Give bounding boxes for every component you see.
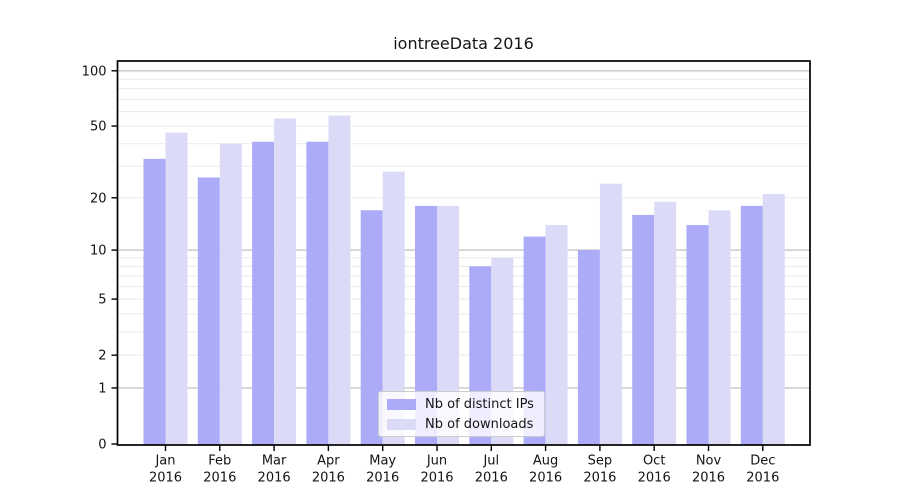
y-tick-label: 0 [98, 438, 106, 453]
y-tick-label: 50 [90, 120, 107, 135]
x-tick-label-year: 2016 [475, 471, 508, 486]
bar-downloads [654, 201, 677, 445]
bar-distinct-ips [577, 250, 600, 445]
x-tick-label-month: Apr [317, 454, 340, 469]
x-tick-label-month: Oct [643, 454, 665, 469]
x-tick-label-month: Jan [154, 454, 175, 469]
axis-frame [116, 60, 811, 446]
x-tick-label-year: 2016 [312, 471, 345, 486]
bar-downloads [165, 132, 188, 445]
bar-downloads [545, 225, 568, 445]
y-tick-label: 10 [90, 244, 107, 259]
x-tick-label-year: 2016 [692, 471, 725, 486]
x-tick-label-month: Nov [696, 454, 722, 469]
bar-distinct-ips [360, 210, 383, 445]
x-tick-label-month: Jul [482, 454, 499, 469]
bar-distinct-ips [252, 141, 275, 445]
x-tick-label-year: 2016 [258, 471, 291, 486]
bar-downloads [382, 171, 405, 445]
x-tick-label-month: Aug [533, 454, 558, 469]
x-tick-label-month: Dec [750, 454, 775, 469]
legend-label-distinct-ips: Nb of distinct IPs [425, 396, 534, 412]
x-tick-label-year: 2016 [203, 471, 236, 486]
bar-downloads [708, 210, 731, 445]
bar-downloads [599, 183, 622, 445]
x-tick-label-year: 2016 [420, 471, 453, 486]
y-tick-label: 100 [82, 64, 107, 79]
legend: Nb of distinct IPs Nb of downloads [378, 391, 545, 437]
x-tick-label-year: 2016 [366, 471, 399, 486]
bar-downloads [328, 115, 351, 445]
bar-downloads [437, 205, 459, 445]
legend-swatch-downloads [387, 418, 416, 430]
bar-distinct-ips [632, 214, 655, 445]
x-tick-label-year: 2016 [638, 471, 671, 486]
x-tick-label-month: Mar [262, 454, 287, 469]
bar-downloads [762, 194, 785, 445]
bar-distinct-ips [143, 158, 166, 445]
bar-distinct-ips [686, 225, 709, 445]
legend-item-downloads: Nb of downloads [387, 417, 536, 432]
x-tick-label-year: 2016 [583, 471, 616, 486]
chart-title: iontreeData 2016 [393, 34, 534, 53]
y-tick-label: 1 [98, 381, 106, 396]
y-tick-label: 2 [98, 349, 106, 364]
y-tick-label: 5 [98, 293, 106, 308]
x-tick-label-year: 2016 [746, 471, 779, 486]
bar-distinct-ips [415, 205, 437, 445]
bar-downloads [274, 118, 297, 445]
x-tick-label-year: 2016 [149, 471, 182, 486]
legend-item-distinct-ips: Nb of distinct IPs [387, 397, 536, 412]
x-tick-label-month: Sep [588, 454, 613, 469]
x-tick-label-month: Feb [208, 454, 231, 469]
legend-label-downloads: Nb of downloads [425, 416, 534, 432]
legend-swatch-distinct-ips [387, 398, 416, 410]
y-tick-label: 20 [90, 191, 107, 206]
x-tick-label-month: Jun [426, 454, 447, 469]
bar-downloads [219, 143, 242, 445]
bar-distinct-ips [306, 141, 329, 445]
bar-distinct-ips [740, 205, 763, 445]
x-tick-label-year: 2016 [529, 471, 562, 486]
x-tick-label-month: May [369, 454, 396, 469]
bar-distinct-ips [197, 177, 220, 445]
